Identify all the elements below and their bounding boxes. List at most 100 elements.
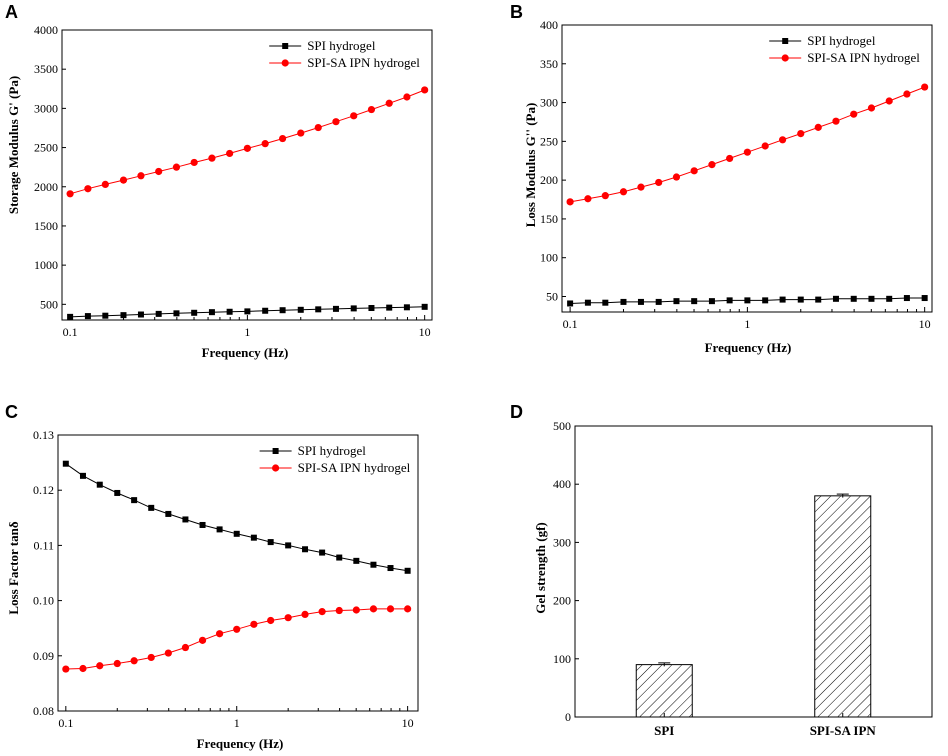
panel-a-ipn-point — [208, 154, 216, 162]
panel-b-xlabel: Frequency (Hz) — [705, 340, 792, 355]
panel-c-spi-point — [148, 504, 155, 511]
panel-a-spi-point — [244, 308, 251, 315]
panel-c-ipn-point — [181, 643, 190, 652]
panel-b-ipn-point — [814, 123, 822, 131]
panel-b-ipn-point — [921, 83, 929, 91]
panel-b-ipn-point — [619, 188, 628, 196]
panel-b-ipn-point — [832, 117, 840, 125]
panel-a-ipn-point — [101, 180, 109, 189]
panel-b-spi-point — [691, 298, 698, 305]
panel-a-spi-point — [297, 306, 304, 313]
panel-a-spi-point — [137, 311, 144, 318]
panel-a-ipn-point — [155, 167, 163, 176]
panel-a-ytick-label: 2500 — [34, 141, 58, 155]
panel-c-legend-spi-label: SPI hydrogel — [298, 443, 367, 458]
panel-b-spi-point — [815, 296, 822, 303]
panel-b-spi-point — [584, 299, 591, 306]
panel-a-spi-point — [279, 307, 286, 314]
panel-c-ipn-point — [386, 605, 395, 613]
panel-d-category-label: SPI-SA IPN — [810, 723, 877, 738]
panel-d-ytick-label: 0 — [565, 710, 571, 724]
panel-c-spi-point — [96, 481, 103, 488]
panel-c-ipn-point — [250, 620, 258, 628]
panel-a-ytick-label: 3000 — [34, 101, 58, 115]
panel-b-legend-spi-label: SPI hydrogel — [807, 33, 876, 48]
panel-c-ipn-point — [318, 608, 326, 616]
panel-b-spi-point — [673, 298, 680, 305]
panel-b-ipn-point — [726, 154, 734, 163]
panel-a-spi-point — [315, 306, 322, 313]
panel-c-ipn-point — [267, 616, 275, 625]
panel-c-legend-ipn-label: SPI-SA IPN hydrogel — [298, 460, 411, 475]
panel-a-ipn-point — [66, 190, 74, 198]
panel-a-ipn-point — [350, 112, 358, 120]
panel-b-ipn-point — [601, 192, 609, 200]
panel-a-ipn-point — [403, 93, 411, 101]
panel-b-spi-point — [708, 298, 715, 305]
panel-a-ipn-point — [172, 163, 181, 171]
panel-b-xtick-label: 10 — [919, 317, 931, 331]
panel-a-ipn-point — [190, 158, 198, 167]
panel-c-ipn-point — [198, 636, 207, 644]
panel-c-ytick-label: 0.12 — [33, 483, 54, 497]
panel-c-xtick-label: 1 — [234, 716, 240, 730]
panel-b-spi-point — [832, 295, 839, 302]
panel-a-legend-spi-label: SPI hydrogel — [307, 38, 376, 53]
panel-c-legend-ipn-marker — [272, 464, 280, 472]
panel-c-ipn-point — [130, 657, 138, 665]
panel-c-ipn-point — [369, 605, 378, 613]
panel-c-spi-line — [65, 463, 408, 572]
panel-a-xlabel: Frequency (Hz) — [202, 345, 289, 360]
panel-a-ytick-label: 1000 — [34, 258, 58, 272]
panel-a-ipn-point — [243, 144, 251, 152]
panel-b-loss-modulus-chart: 50 100 150 200 250 300 350 400 0.1 1 10 SPI hydroge… — [540, 18, 933, 331]
panel-b-ipn-point — [850, 110, 858, 118]
panel-b-legend-spi-marker — [782, 38, 789, 44]
panel-a-spi-point — [403, 304, 410, 311]
panel-b-ytick-label: 50 — [546, 289, 558, 303]
panel-a-storage-modulus-chart: 500 1000 1500 2000 2500 3000 3500 4000 0.1 1 10 SPI… — [34, 23, 433, 339]
panel-a-spi-point — [208, 309, 215, 316]
panel-c-spi-point — [319, 549, 326, 556]
panel-b-spi-point — [797, 296, 804, 303]
panel-b-spi-point — [726, 297, 733, 304]
panel-b-ipn-point — [672, 173, 681, 181]
panel-c-ipn-point — [301, 610, 309, 619]
panel-a-spi-point — [173, 310, 180, 317]
panel-a-xtick-label: 1 — [244, 325, 250, 339]
panel-c-spi-point — [285, 542, 292, 549]
panel-a-ipn-point — [297, 129, 305, 137]
panel-c-ytick-label: 0.10 — [33, 594, 54, 608]
panel-a-spi-point — [120, 312, 127, 319]
panel-d-ytick-label: 200 — [553, 594, 571, 608]
panel-a-ipn-point — [279, 134, 287, 143]
panel-b-ytick-label: 400 — [540, 18, 558, 32]
panel-b-ipn-line — [570, 86, 925, 203]
panel-b-frame — [561, 24, 933, 313]
panel-c-spi-point — [387, 565, 394, 572]
panel-a-spi-point — [84, 313, 91, 320]
panel-a-spi-point — [155, 310, 162, 317]
panel-c-ylabel: Loss Factor tanδ — [6, 521, 21, 614]
panel-d-bar-spi-sa-ipn — [814, 495, 872, 718]
panel-a-frame — [61, 29, 433, 321]
panel-b-ipn-point — [761, 142, 769, 150]
panel-d-ytick-label: 300 — [553, 535, 571, 549]
panel-a-ipn-point — [421, 86, 429, 94]
panel-c-ipn-point — [216, 630, 224, 638]
panel-c-spi-point — [79, 472, 86, 479]
panel-c-spi-point — [131, 497, 138, 504]
panel-b-ytick-label: 200 — [540, 173, 558, 187]
panel-a-ipn-point — [314, 123, 322, 132]
panel-a-ytick-label: 2000 — [34, 180, 58, 194]
panel-a-ipn-point — [137, 172, 145, 180]
panel-b-ytick-label: 150 — [540, 212, 558, 226]
panel-c-spi-point — [216, 526, 223, 533]
panel-a-spi-point — [386, 304, 393, 311]
panel-c-ipn-point — [284, 614, 292, 622]
panel-b-ipn-point — [797, 129, 805, 138]
panel-a-ytick-label: 4000 — [34, 23, 58, 37]
panel-b-ipn-point — [690, 167, 698, 175]
